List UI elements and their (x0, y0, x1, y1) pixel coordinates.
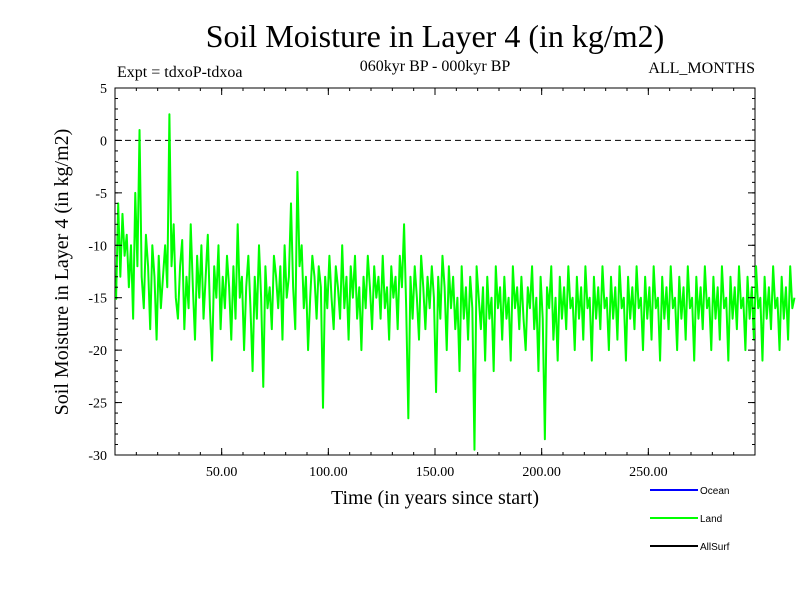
y-tick-label: -5 (95, 187, 107, 202)
y-tick-label: -15 (88, 292, 107, 307)
series-group (115, 113, 796, 451)
chart-title: Soil Moisture in Layer 4 (in kg/m2) (206, 18, 665, 54)
y-axis: 5 0 -5 -10 -15 -20 -25 -30 (88, 82, 755, 464)
y-axis-label: Soil Moisture in Layer 4 (in kg/m2) (51, 129, 73, 416)
x-tick-label: 200.00 (522, 465, 561, 480)
experiment-label: Expt = tdxoP-tdxoa (117, 64, 242, 81)
months-label: ALL_MONTHS (648, 60, 755, 77)
y-tick-label: -10 (88, 239, 107, 254)
legend-label-land: Land (700, 514, 722, 525)
chart-subtitle: 060kyr BP - 000kyr BP (360, 58, 511, 75)
x-tick-label: 50.00 (206, 465, 238, 480)
x-axis-label: Time (in years since start) (331, 487, 539, 509)
x-tick-label: 250.00 (629, 465, 668, 480)
series-line-land (115, 113, 796, 451)
legend-label-allsurf: AllSurf (700, 542, 730, 553)
legend: Ocean Land AllSurf (650, 486, 730, 553)
y-tick-label: -25 (88, 397, 107, 412)
y-tick-label: 5 (100, 82, 107, 97)
x-tick-label: 150.00 (416, 465, 455, 480)
plot-frame (114, 87, 756, 456)
y-tick-label: -30 (88, 449, 107, 464)
legend-label-ocean: Ocean (700, 486, 729, 497)
y-tick-label: -20 (88, 344, 107, 359)
y-tick-label: 0 (100, 134, 107, 149)
x-tick-label: 100.00 (309, 465, 348, 480)
x-axis: 50.00 100.00 150.00 200.00 250.00 (135, 88, 735, 480)
